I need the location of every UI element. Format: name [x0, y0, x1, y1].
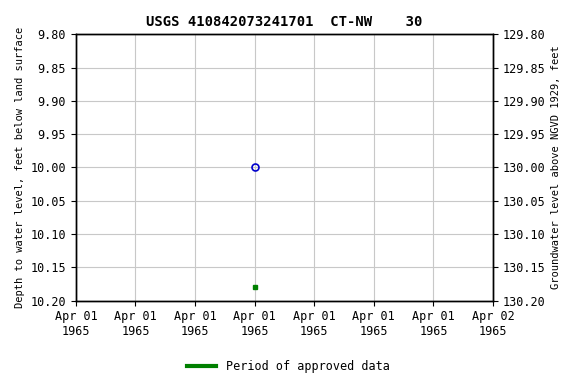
Y-axis label: Depth to water level, feet below land surface: Depth to water level, feet below land su…: [15, 27, 25, 308]
Title: USGS 410842073241701  CT-NW    30: USGS 410842073241701 CT-NW 30: [146, 15, 423, 29]
Legend: Period of approved data: Period of approved data: [182, 356, 394, 378]
Y-axis label: Groundwater level above NGVD 1929, feet: Groundwater level above NGVD 1929, feet: [551, 46, 561, 289]
